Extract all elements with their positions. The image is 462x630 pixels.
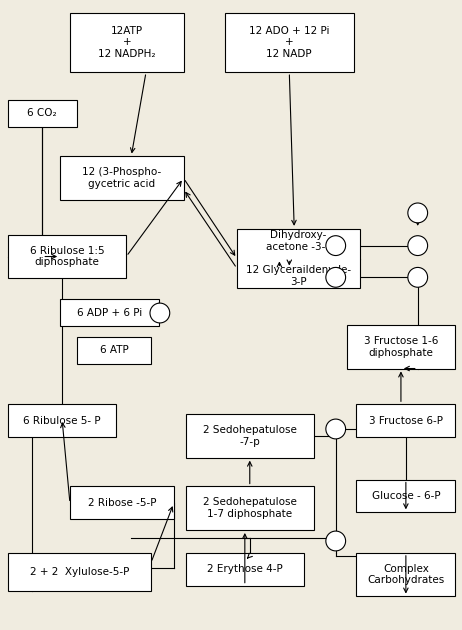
Text: 12 ADO + 12 Pi
+
12 NADP: 12 ADO + 12 Pi + 12 NADP xyxy=(249,26,329,59)
Circle shape xyxy=(408,203,428,223)
FancyBboxPatch shape xyxy=(77,337,151,364)
FancyBboxPatch shape xyxy=(186,486,314,530)
FancyBboxPatch shape xyxy=(8,553,151,590)
Text: 12 (3-Phospho-
gycetric acid: 12 (3-Phospho- gycetric acid xyxy=(82,168,161,189)
FancyBboxPatch shape xyxy=(8,100,77,127)
Text: 6 ADP + 6 Pi: 6 ADP + 6 Pi xyxy=(77,307,142,318)
Text: 2 Erythose 4-P: 2 Erythose 4-P xyxy=(207,564,283,574)
Text: 6 ATP: 6 ATP xyxy=(99,345,128,355)
Circle shape xyxy=(326,419,346,439)
Circle shape xyxy=(326,531,346,551)
Text: 2 + 2  Xylulose-5-P: 2 + 2 Xylulose-5-P xyxy=(30,567,129,576)
Text: 3 Fructose 1-6
diphosphate: 3 Fructose 1-6 diphosphate xyxy=(364,336,438,357)
Text: 6 CO₂: 6 CO₂ xyxy=(27,108,57,118)
FancyBboxPatch shape xyxy=(357,404,455,437)
Text: 3 Fructose 6-P: 3 Fructose 6-P xyxy=(369,416,443,425)
Text: 2 Sedohepatulose
-7-p: 2 Sedohepatulose -7-p xyxy=(203,425,297,447)
Text: 2 Sedohepatulose
1-7 diphosphate: 2 Sedohepatulose 1-7 diphosphate xyxy=(203,498,297,519)
Circle shape xyxy=(408,236,428,256)
FancyBboxPatch shape xyxy=(186,553,304,586)
Text: Complex
Carbohydrates: Complex Carbohydrates xyxy=(367,564,444,585)
Circle shape xyxy=(150,303,170,323)
FancyBboxPatch shape xyxy=(70,486,174,519)
Text: 2 Ribose -5-P: 2 Ribose -5-P xyxy=(88,498,156,508)
FancyBboxPatch shape xyxy=(8,235,126,278)
FancyBboxPatch shape xyxy=(8,404,116,437)
Circle shape xyxy=(326,267,346,287)
Text: 6 Ribulose 5- P: 6 Ribulose 5- P xyxy=(23,416,101,425)
Circle shape xyxy=(408,267,428,287)
Circle shape xyxy=(326,236,346,256)
FancyBboxPatch shape xyxy=(186,414,314,458)
FancyBboxPatch shape xyxy=(60,156,183,200)
Text: 12ATP
+
12 NADPH₂: 12ATP + 12 NADPH₂ xyxy=(98,26,156,59)
FancyBboxPatch shape xyxy=(237,229,360,289)
FancyBboxPatch shape xyxy=(70,13,183,72)
FancyBboxPatch shape xyxy=(346,325,455,369)
FancyBboxPatch shape xyxy=(357,553,455,597)
Text: Dihydroxy-
acetone -3-P

12 Glyceraildenyde-
3-P: Dihydroxy- acetone -3-P 12 Glyceraildeny… xyxy=(246,231,351,287)
Text: Glucose - 6-P: Glucose - 6-P xyxy=(371,491,440,501)
FancyBboxPatch shape xyxy=(225,13,353,72)
Text: 6 Ribulose 1:5
diphosphate: 6 Ribulose 1:5 diphosphate xyxy=(30,246,104,267)
FancyBboxPatch shape xyxy=(60,299,159,326)
FancyBboxPatch shape xyxy=(357,479,455,512)
